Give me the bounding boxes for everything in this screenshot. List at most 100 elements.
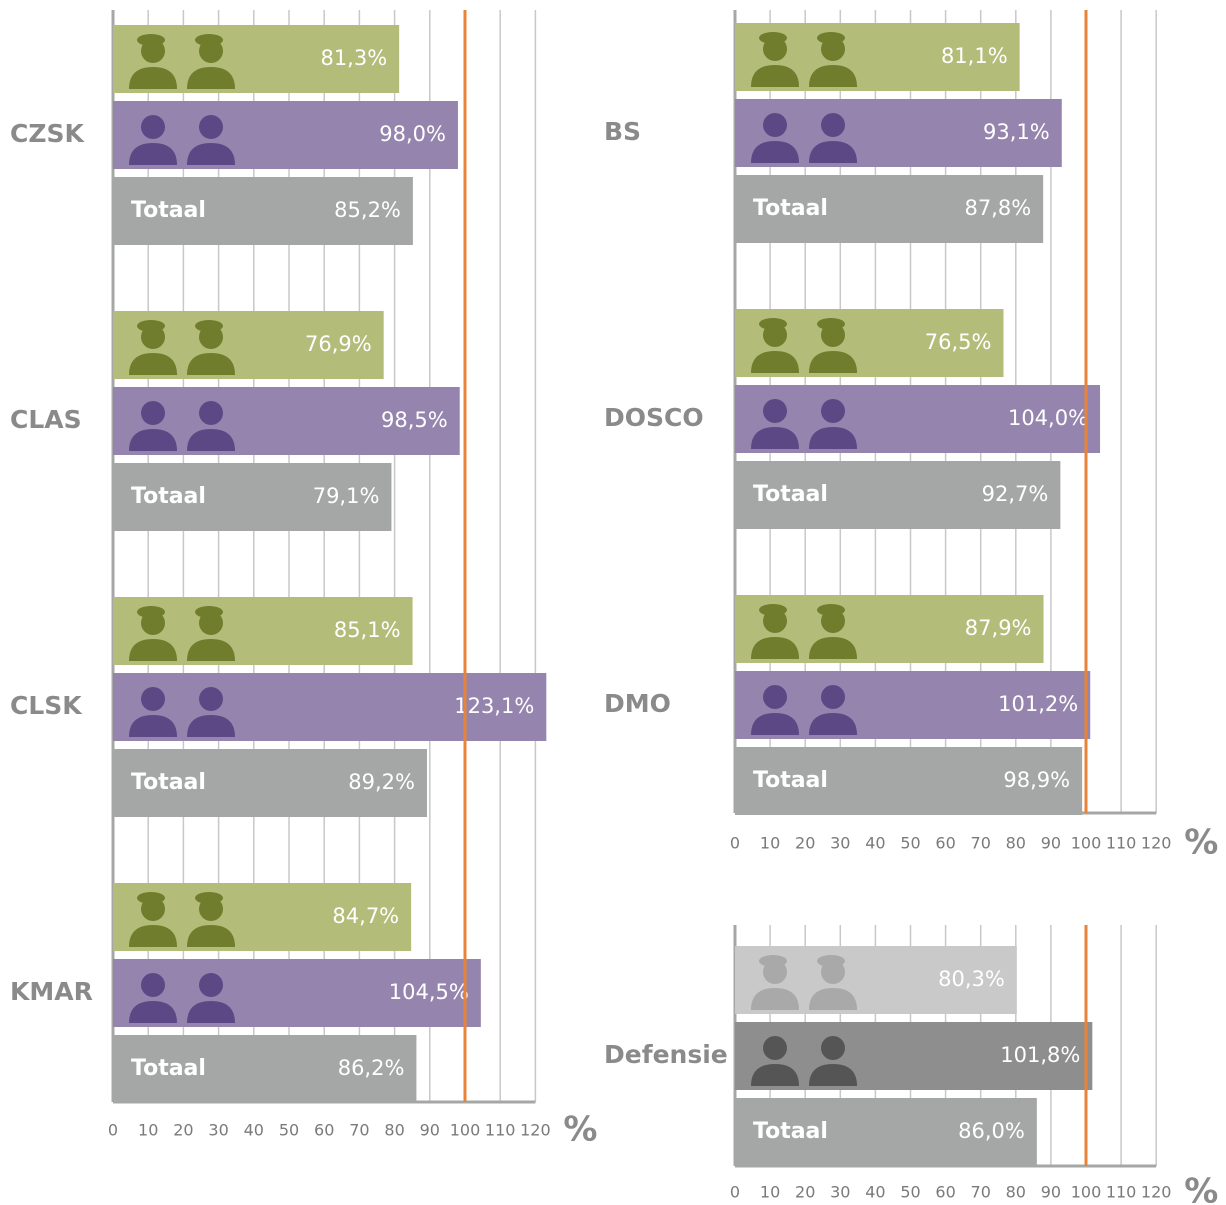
person-icon [187, 973, 235, 1023]
value-label: 87,8% [964, 196, 1031, 220]
icon-head [763, 685, 787, 709]
x-tick-label: 70 [349, 1121, 369, 1140]
bar [735, 461, 1061, 529]
value-label: 98,0% [379, 122, 446, 146]
x-tick-label: 40 [865, 1183, 885, 1202]
person-icon [187, 401, 235, 451]
value-label: 85,1% [334, 618, 401, 642]
x-tick-label: 50 [279, 1121, 299, 1140]
person-icon [129, 320, 177, 375]
x-tick-label: 80 [384, 1121, 404, 1140]
icon-beret [817, 32, 845, 44]
value-label: 85,2% [334, 198, 401, 222]
x-tick-label: 10 [760, 1183, 780, 1202]
icon-head [199, 115, 223, 139]
icon-head [763, 113, 787, 137]
x-tick-label: 120 [1141, 834, 1172, 853]
x-axis-unit: % [1184, 823, 1218, 863]
x-tick-label: 90 [1041, 1183, 1061, 1202]
bar [735, 1098, 1037, 1166]
person-icon [129, 401, 177, 451]
icon-body [187, 143, 235, 165]
icon-body [187, 715, 235, 737]
category-label: CLAS [10, 405, 82, 434]
x-tick-label: 20 [173, 1121, 193, 1140]
icon-body [751, 988, 799, 1010]
x-tick-label: 60 [314, 1121, 334, 1140]
value-label: 98,5% [381, 408, 448, 432]
icon-head [199, 401, 223, 425]
x-tick-label: 100 [1071, 834, 1102, 853]
icon-body [129, 143, 177, 165]
series-label: Totaal [753, 768, 828, 793]
person-icon [809, 955, 857, 1010]
value-label: 79,1% [313, 484, 380, 508]
person-icon [751, 318, 799, 373]
value-label: 104,0% [1008, 406, 1088, 430]
icon-head [141, 687, 165, 711]
icon-head [821, 113, 845, 137]
value-label: 86,0% [958, 1119, 1025, 1143]
category-label: DMO [604, 689, 671, 718]
icon-head [199, 687, 223, 711]
value-label: 80,3% [938, 967, 1005, 991]
person-icon [187, 34, 235, 89]
series-label: Totaal [131, 484, 206, 509]
x-tick-label: 60 [935, 834, 955, 853]
x-tick-label: 10 [138, 1121, 158, 1140]
series-label: Totaal [131, 1056, 206, 1081]
value-label: 104,5% [389, 980, 469, 1004]
icon-body [809, 427, 857, 449]
x-tick-label: 40 [865, 834, 885, 853]
series-label: Totaal [131, 198, 206, 223]
icon-head [199, 973, 223, 997]
x-tick-label: 110 [1106, 834, 1137, 853]
series-label: Totaal [753, 196, 828, 221]
person-icon [187, 687, 235, 737]
bar [113, 749, 427, 817]
icon-body [751, 65, 799, 87]
value-label: 98,9% [1003, 768, 1070, 792]
x-tick-label: 90 [420, 1121, 440, 1140]
icon-head [141, 973, 165, 997]
person-icon [751, 399, 799, 449]
person-icon [809, 685, 857, 735]
icon-head [821, 685, 845, 709]
icon-body [129, 67, 177, 89]
icon-beret [195, 320, 223, 332]
icon-beret [195, 606, 223, 618]
icon-body [751, 141, 799, 163]
x-tick-label: 60 [935, 1183, 955, 1202]
icon-body [751, 427, 799, 449]
icon-beret [195, 34, 223, 46]
icon-beret [137, 606, 165, 618]
person-icon [751, 32, 799, 87]
series-label: Totaal [753, 482, 828, 507]
bar [113, 673, 547, 741]
x-tick-label: 20 [795, 1183, 815, 1202]
person-icon [187, 606, 235, 661]
icon-body [809, 1064, 857, 1086]
value-label: 76,9% [305, 332, 372, 356]
x-tick-label: 120 [1141, 1183, 1172, 1202]
icon-beret [817, 318, 845, 330]
value-label: 89,2% [348, 770, 415, 794]
x-tick-label: 30 [830, 834, 850, 853]
x-tick-label: 0 [730, 1183, 740, 1202]
x-tick-label: 110 [1106, 1183, 1137, 1202]
person-icon [129, 687, 177, 737]
value-label: 87,9% [965, 616, 1032, 640]
icon-head [821, 1036, 845, 1060]
x-tick-label: 120 [520, 1121, 551, 1140]
category-label: CLSK [10, 691, 83, 720]
bar [113, 177, 413, 245]
icon-head [141, 115, 165, 139]
person-icon [809, 113, 857, 163]
x-tick-label: 90 [1041, 834, 1061, 853]
person-icon [809, 1036, 857, 1086]
icon-body [129, 715, 177, 737]
series-label: Totaal [131, 770, 206, 795]
x-tick-label: 50 [900, 1183, 920, 1202]
person-icon [129, 892, 177, 947]
